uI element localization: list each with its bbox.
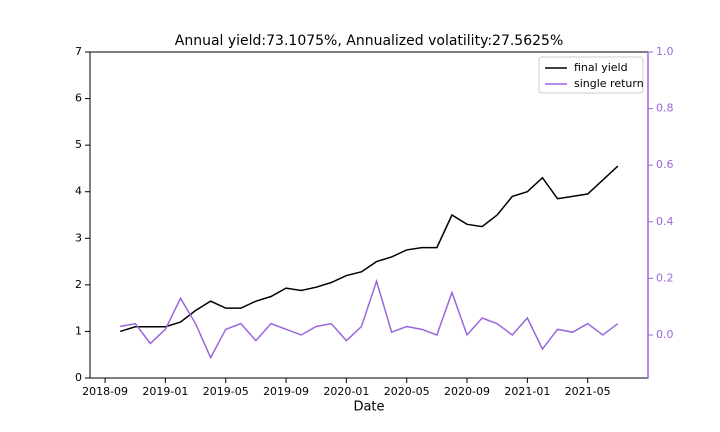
x-tick-label: 2020-01 bbox=[323, 385, 369, 398]
y2-tick-label: 0.6 bbox=[656, 158, 674, 171]
y2-tick-label: 1.0 bbox=[656, 45, 674, 58]
x-tick-label: 2020-09 bbox=[444, 385, 490, 398]
x-axis-label: Date bbox=[353, 400, 384, 415]
y2-tick-label: 0.4 bbox=[656, 215, 674, 228]
y-tick-label: 7 bbox=[75, 45, 82, 58]
x-tick-label: 2021-01 bbox=[504, 385, 550, 398]
y-tick-label: 4 bbox=[75, 185, 82, 198]
y2-tick-label: 0.2 bbox=[656, 271, 674, 284]
legend-label: single return bbox=[574, 77, 644, 90]
y-tick-label: 5 bbox=[75, 138, 82, 151]
series-line bbox=[119, 165, 619, 333]
y-tick-label: 2 bbox=[75, 278, 82, 291]
x-tick-label: 2021-05 bbox=[565, 385, 611, 398]
x-tick-label: 2018-09 bbox=[82, 385, 128, 398]
y-tick-label: 0 bbox=[75, 371, 82, 384]
y-tick-label: 3 bbox=[75, 231, 82, 244]
x-tick-label: 2019-01 bbox=[142, 385, 188, 398]
x-tick-label: 2020-05 bbox=[384, 385, 430, 398]
y2-tick-label: 0.0 bbox=[656, 328, 674, 341]
x-tick-label: 2019-05 bbox=[203, 385, 249, 398]
chart-title: Annual yield:73.1075%, Annualized volati… bbox=[175, 33, 564, 49]
plot-frame bbox=[89, 51, 649, 379]
legend-label: final yield bbox=[574, 61, 628, 74]
x-tick-label: 2019-09 bbox=[263, 385, 309, 398]
y-tick-label: 1 bbox=[75, 324, 82, 337]
y-tick-label: 6 bbox=[75, 92, 82, 105]
series-line bbox=[120, 278, 619, 360]
y2-tick-label: 0.8 bbox=[656, 102, 674, 115]
